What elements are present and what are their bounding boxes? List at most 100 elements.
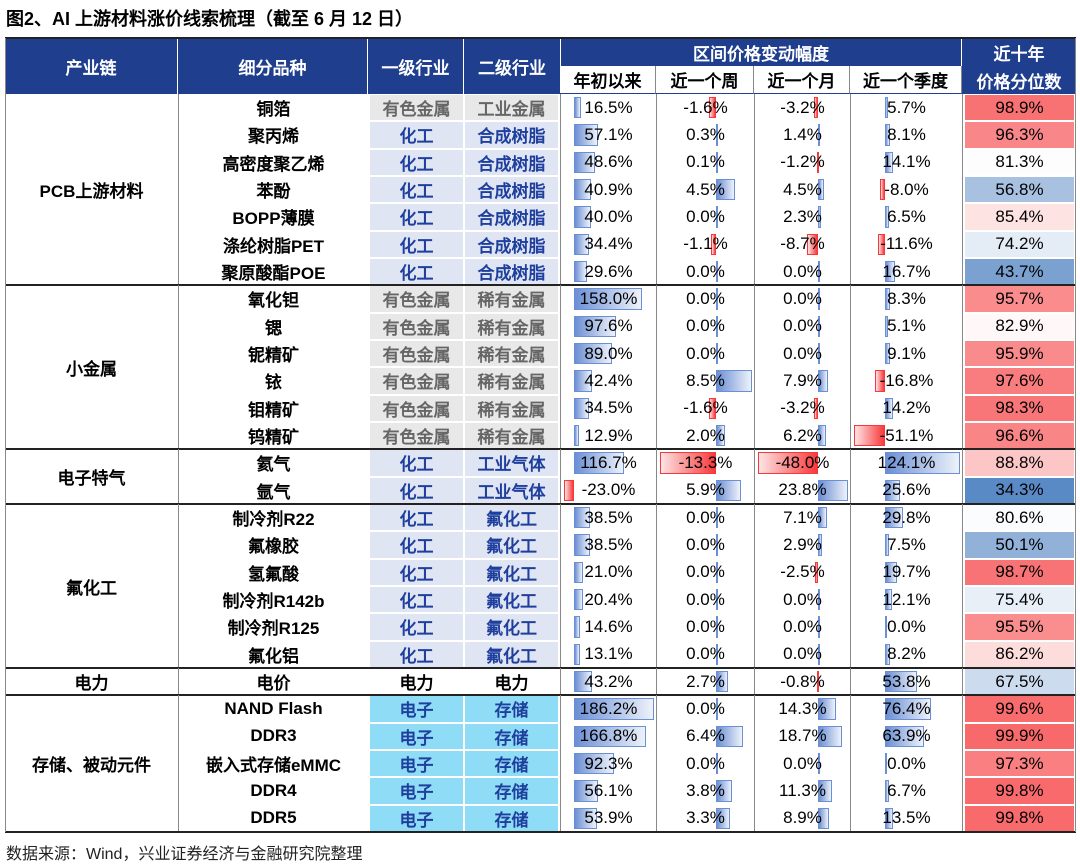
- industry-level1: 化工: [370, 505, 463, 531]
- industry-level2: 稀有金属: [465, 341, 558, 367]
- data-bar: [573, 425, 580, 447]
- data-bar: [716, 807, 731, 829]
- industry-level1: 化工: [370, 614, 463, 640]
- change-cell: 166.8%: [560, 722, 656, 750]
- data-bar: [818, 370, 829, 392]
- data-bar: [884, 343, 891, 365]
- percentile-cell: 81.3%: [962, 148, 1076, 176]
- header-cell: 一级行业: [368, 38, 464, 94]
- change-cell: 48.6%: [560, 148, 656, 176]
- data-bar: [573, 206, 592, 228]
- percentile-fill: [965, 286, 1074, 312]
- industry-level2: 稀有金属: [465, 368, 558, 394]
- change-cell: 158.0%: [560, 285, 656, 313]
- data-bar: [884, 97, 889, 119]
- data-bar: [573, 261, 587, 283]
- data-bar: [716, 753, 719, 775]
- change-cell: 0.0%: [754, 640, 850, 668]
- change-cell: 0.0%: [754, 258, 850, 286]
- percentile-fill: [965, 696, 1074, 722]
- group-name: 氟化工: [66, 578, 117, 598]
- change-cell: 0.0%: [656, 203, 754, 231]
- group-name: 小金属: [66, 359, 117, 379]
- change-cell: 11.3%: [754, 777, 850, 805]
- data-bar: [815, 561, 819, 583]
- data-bar: [573, 534, 591, 556]
- data-bar: [573, 452, 625, 474]
- data-bar: [716, 479, 742, 501]
- header-cell: 年初以来: [560, 66, 656, 94]
- industry-level2: 氟化工: [465, 505, 558, 531]
- data-bar: [884, 288, 890, 310]
- change-cell: 7.9%: [754, 367, 850, 395]
- group-name: 电子特气: [57, 469, 126, 489]
- item-name: 氦气: [178, 449, 368, 477]
- data-bar: [884, 206, 889, 228]
- header-group: 区间价格变动幅度: [560, 38, 962, 66]
- change-cell: 21.0%: [560, 558, 656, 586]
- change-cell: 6.2%: [754, 422, 850, 450]
- change-cell: 0.0%: [656, 312, 754, 340]
- data-bar: [564, 479, 574, 501]
- change-cell: 0.0%: [754, 586, 850, 614]
- change-cell: 16.5%: [560, 94, 656, 122]
- data-bar: [818, 589, 821, 611]
- change-cell: 76.4%: [850, 695, 962, 723]
- percentile-cell: 99.9%: [962, 722, 1076, 750]
- percentile-fill: [965, 778, 1074, 804]
- industry-level1: 电子: [370, 723, 463, 749]
- item-name: 苯酚: [178, 176, 368, 204]
- industry-level1: 化工: [370, 231, 463, 257]
- change-cell: 0.0%: [656, 586, 754, 614]
- industry-level2: 合成树脂: [465, 231, 558, 257]
- data-bar: [573, 233, 589, 255]
- industry-level2: 存储: [465, 805, 558, 831]
- data-bar: [884, 479, 901, 501]
- change-cell: 13.5%: [850, 804, 962, 832]
- data-bar: [884, 616, 887, 638]
- item-name: 聚原酸酯POE: [178, 258, 368, 286]
- data-bar: [818, 534, 822, 556]
- change-cell: 0.0%: [656, 558, 754, 586]
- data-bar: [716, 725, 744, 747]
- industry-level2: 氟化工: [465, 559, 558, 585]
- data-bar: [814, 97, 819, 119]
- percentile-fill: [965, 423, 1074, 449]
- data-bar: [884, 725, 924, 747]
- change-cell: 8.5%: [656, 367, 754, 395]
- data-bar: [854, 425, 885, 447]
- change-cell: 12.9%: [560, 422, 656, 450]
- industry-level2: 工业气体: [465, 450, 558, 476]
- change-cell: 19.7%: [850, 558, 962, 586]
- change-cell: 0.0%: [656, 695, 754, 723]
- change-cell: -1.2%: [754, 148, 850, 176]
- change-cell: 2.3%: [754, 203, 850, 231]
- footer: 数据来源：Wind，兴业证券经济与金融研究院整理: [6, 846, 363, 863]
- change-cell: 0.0%: [754, 285, 850, 313]
- percentile-fill: [965, 149, 1074, 175]
- data-bar: [807, 233, 819, 255]
- industry-level1: 化工: [370, 177, 463, 203]
- percentile-cell: 99.8%: [962, 777, 1076, 805]
- percentile-fill: [965, 368, 1074, 394]
- data-bar: [884, 698, 932, 720]
- industry-level2: 存储: [465, 723, 558, 749]
- percentile-fill: [965, 313, 1074, 339]
- industry-level2: 氟化工: [465, 641, 558, 667]
- change-cell: -3.2%: [754, 394, 850, 422]
- change-cell: 97.6%: [560, 312, 656, 340]
- data-bar: [716, 616, 719, 638]
- percentile-fill: [965, 341, 1074, 367]
- data-bar: [884, 671, 918, 693]
- industry-level1: 有色金属: [370, 286, 463, 312]
- industry-level1: 化工: [370, 149, 463, 175]
- data-bar: [573, 643, 580, 665]
- industry-level2: 稀有金属: [465, 286, 558, 312]
- percentile-fill: [965, 805, 1074, 831]
- data-bar: [818, 206, 822, 228]
- percentile-fill: [965, 395, 1074, 421]
- change-cell: -1.6%: [656, 94, 754, 122]
- group-separator: [5, 694, 1076, 696]
- industry-level1: 化工: [370, 477, 463, 503]
